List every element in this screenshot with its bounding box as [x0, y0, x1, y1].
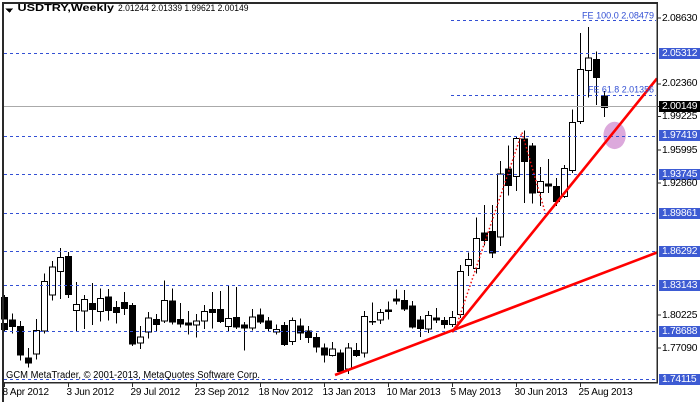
svg-text:USDTRY,Weekly: USDTRY,Weekly [18, 3, 115, 14]
svg-text:GCM MetaTrader, © 2001-2013, M: GCM MetaTrader, © 2001-2013, MetaQuotes … [6, 370, 260, 381]
svg-text:FE 61.8 2.01356: FE 61.8 2.01356 [588, 85, 654, 95]
svg-text:FE 100.0 2.08479: FE 100.0 2.08479 [582, 11, 654, 21]
svg-text:2.01244 2.01339 1.99621 2.0014: 2.01244 2.01339 1.99621 2.00149 [118, 3, 249, 14]
